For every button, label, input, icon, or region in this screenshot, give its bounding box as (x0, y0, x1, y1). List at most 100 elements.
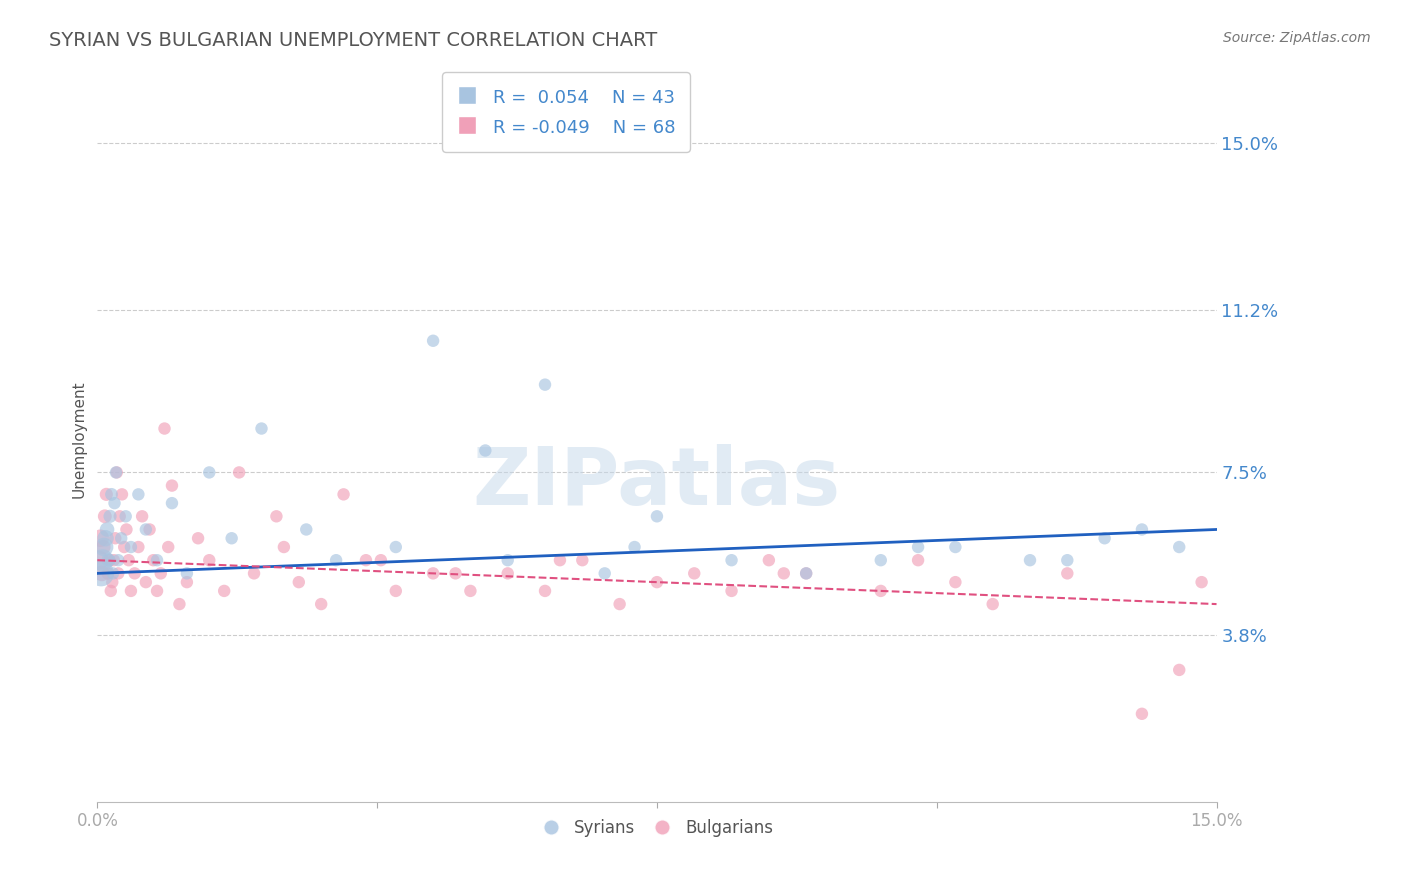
Point (120, 583, 142, 598)
Point (124, 566, 146, 581)
Point (153, 421, 176, 435)
Point (273, 540, 295, 554)
Point (758, 553, 780, 567)
Point (198, 553, 221, 567)
Point (869, 553, 891, 567)
Point (794, 566, 817, 581)
Point (93, 540, 115, 554)
Point (157, 540, 180, 554)
Point (94, 509, 117, 524)
Point (101, 575, 124, 590)
Point (981, 597, 1004, 611)
Point (115, 523, 138, 537)
Point (720, 583, 742, 598)
Point (127, 540, 149, 554)
Point (176, 575, 198, 590)
Point (110, 531, 132, 545)
Point (1191, 575, 1213, 590)
Point (444, 566, 467, 581)
Point (325, 553, 347, 567)
Point (250, 421, 273, 435)
Point (104, 531, 127, 545)
Text: ZIPatlas: ZIPatlas (472, 444, 841, 522)
Point (142, 553, 165, 567)
Text: SYRIAN VS BULGARIAN UNEMPLOYMENT CORRELATION CHART: SYRIAN VS BULGARIAN UNEMPLOYMENT CORRELA… (49, 31, 658, 50)
Point (243, 566, 266, 581)
Point (118, 553, 141, 567)
Point (645, 575, 668, 590)
Point (105, 466, 128, 480)
Point (127, 487, 149, 501)
Point (623, 540, 645, 554)
Point (107, 553, 129, 567)
Point (90, 566, 112, 581)
Point (1056, 553, 1078, 567)
Point (228, 466, 250, 480)
Point (94, 531, 117, 545)
Point (98, 553, 121, 567)
Point (1019, 553, 1042, 567)
Point (593, 566, 616, 581)
Point (176, 566, 198, 581)
Point (496, 553, 519, 567)
Point (332, 487, 354, 501)
Point (266, 509, 288, 524)
Point (212, 583, 235, 598)
Point (91, 540, 114, 554)
Point (108, 509, 131, 524)
Point (87, 553, 110, 567)
Point (720, 553, 742, 567)
Point (135, 575, 157, 590)
Point (945, 575, 967, 590)
Point (96, 487, 118, 501)
Point (91, 553, 114, 567)
Point (198, 466, 221, 480)
Point (111, 487, 134, 501)
Point (683, 566, 706, 581)
Point (385, 583, 408, 598)
Point (101, 566, 124, 581)
Point (90, 566, 112, 581)
Legend: Syrians, Bulgarians: Syrians, Bulgarians (534, 813, 780, 844)
Point (97, 566, 120, 581)
Point (138, 523, 160, 537)
Point (112, 540, 135, 554)
Point (548, 553, 571, 567)
Point (103, 496, 125, 510)
Point (89, 531, 111, 545)
Point (907, 553, 929, 567)
Point (534, 583, 557, 598)
Point (474, 443, 496, 458)
Point (1130, 706, 1153, 721)
Point (534, 377, 557, 392)
Point (1130, 523, 1153, 537)
Point (221, 531, 243, 545)
Point (288, 575, 311, 590)
Point (772, 566, 794, 581)
Point (114, 509, 136, 524)
Point (869, 583, 891, 598)
Point (149, 566, 172, 581)
Point (354, 553, 377, 567)
Point (422, 334, 444, 348)
Point (146, 553, 169, 567)
Point (907, 540, 929, 554)
Point (385, 540, 408, 554)
Point (146, 583, 169, 598)
Point (794, 566, 817, 581)
Point (945, 540, 967, 554)
Text: Source: ZipAtlas.com: Source: ZipAtlas.com (1223, 31, 1371, 45)
Point (370, 553, 392, 567)
Point (105, 466, 128, 480)
Point (100, 583, 122, 598)
Point (187, 531, 209, 545)
Point (98, 509, 121, 524)
Y-axis label: Unemployment: Unemployment (72, 381, 86, 499)
Point (496, 566, 519, 581)
Point (135, 523, 157, 537)
Point (107, 566, 129, 581)
Point (96, 523, 118, 537)
Point (295, 523, 318, 537)
Point (160, 496, 183, 510)
Point (422, 566, 444, 581)
